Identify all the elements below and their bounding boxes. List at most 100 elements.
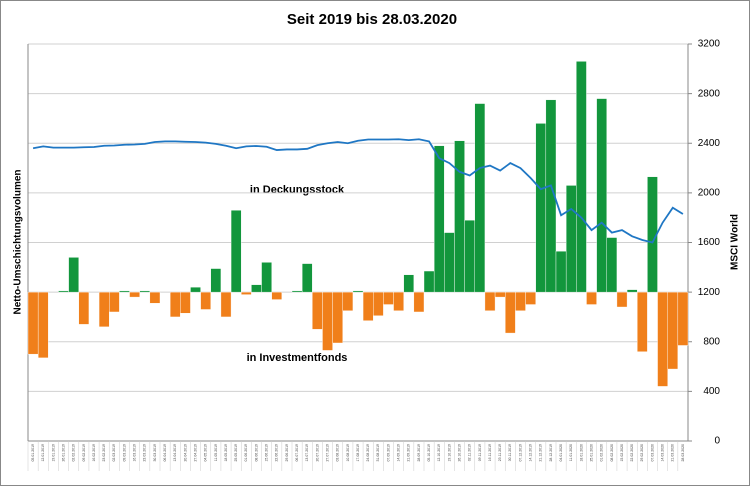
y2-tick-label: 0: [714, 436, 720, 447]
x-tick-label: 23.11.2019: [498, 444, 502, 461]
x-tick-label: 05.10.2019: [427, 444, 431, 462]
x-tick-label: 08.02.2020: [610, 444, 614, 462]
bar: [241, 291, 252, 295]
x-tick-label: 20.07.2019: [315, 444, 319, 462]
x-tick-label: 26.10.2019: [457, 444, 461, 462]
bar: [261, 262, 272, 293]
bar: [37, 291, 49, 359]
bar: [677, 291, 689, 346]
x-tick-label: 21.12.2019: [539, 444, 543, 462]
bar: [505, 291, 516, 334]
bar: [301, 263, 313, 293]
x-tick-label: 05.01.2019: [31, 444, 35, 462]
x-tick-label: 07.12.2019: [518, 444, 522, 462]
x-tick-label: 14.12.2019: [529, 444, 533, 462]
y2-tick-label: 2800: [698, 88, 721, 99]
bar: [78, 291, 90, 325]
x-tick-label: 21.09.2019: [407, 444, 411, 462]
y-axis-label: Netto-Umschichtungsvolumen: [13, 169, 24, 314]
bar: [413, 291, 425, 313]
x-tick-label: 04.01.2020: [559, 444, 563, 462]
bar: [58, 290, 69, 293]
x-tick-label: 07.03.2020: [650, 444, 654, 462]
x-tick-label: 29.02.2020: [640, 444, 644, 462]
bar: [129, 291, 140, 298]
bar: [657, 291, 668, 387]
x-tick-label: 22.02.2020: [630, 444, 634, 462]
x-tick-label: 16.02.2019: [92, 444, 96, 462]
bar: [149, 291, 161, 304]
x-tick-label: 30.03.2019: [153, 444, 157, 462]
x-tick-label: 13.04.2019: [173, 444, 177, 462]
x-tick-label: 09.11.2019: [478, 444, 482, 461]
bar: [565, 185, 577, 293]
x-tick-label: 03.08.2019: [336, 444, 340, 462]
bar: [494, 291, 506, 298]
bar: [210, 268, 222, 293]
bar: [190, 286, 201, 293]
bar: [68, 257, 79, 293]
bar: [373, 291, 384, 316]
bar: [393, 291, 404, 311]
bar: [312, 291, 323, 330]
y2-tick-label: 2000: [698, 188, 721, 199]
x-tick-label: 01.06.2019: [244, 444, 248, 462]
bar: [271, 291, 283, 300]
bar: [433, 145, 445, 293]
x-tick-label: 06.07.2019: [295, 444, 299, 462]
bar: [403, 274, 415, 293]
bar: [109, 291, 120, 313]
y2-tick-label: 800: [703, 336, 720, 347]
y2-axis-label: MSCI World: [730, 214, 741, 270]
x-tick-label: 19.01.2019: [51, 444, 55, 462]
x-tick-label: 13.07.2019: [305, 444, 309, 462]
x-tick-label: 10.08.2019: [346, 444, 350, 462]
x-tick-label: 09.02.2019: [82, 444, 86, 462]
bar: [362, 291, 374, 321]
x-tick-label: 02.03.2019: [112, 444, 116, 462]
bar: [139, 290, 151, 293]
bar: [464, 219, 475, 293]
y2-tick-label: 1200: [698, 287, 721, 298]
bar: [383, 291, 394, 305]
x-tick-label: 02.11.2019: [468, 444, 472, 461]
x-tick-label: 01.02.2020: [600, 444, 604, 462]
x-tick-label: 11.05.2019: [214, 444, 218, 461]
bar: [352, 290, 364, 293]
bar: [200, 291, 211, 310]
bar: [667, 291, 679, 370]
bar: [474, 103, 486, 293]
bar: [596, 98, 607, 293]
bar: [555, 250, 567, 293]
x-tick-label: 15.02.2020: [620, 444, 624, 462]
y2-tick-label: 3200: [698, 39, 721, 50]
x-tick-label: 08.06.2019: [254, 444, 258, 462]
bar: [342, 291, 354, 311]
x-tick-label: 11.01.2020: [569, 444, 573, 461]
x-tick-label: 16.11.2019: [488, 444, 492, 461]
x-tick-label: 28.09.2019: [417, 444, 421, 462]
bar: [535, 123, 547, 293]
bar: [616, 291, 628, 308]
x-tick-label: 29.06.2019: [285, 444, 289, 462]
x-tick-label: 12.10.2019: [437, 444, 441, 462]
x-tick-label: 25.01.2020: [589, 444, 593, 462]
x-tick-label: 23.03.2019: [143, 444, 147, 462]
x-tick-label: 14.03.2020: [661, 444, 665, 462]
x-tick-label: 18.01.2020: [579, 444, 583, 462]
x-tick-label: 02.02.2019: [72, 444, 76, 462]
bar: [220, 291, 232, 318]
x-tick-label: 28.03.2020: [681, 444, 685, 462]
x-tick-label: 15.06.2019: [265, 444, 269, 462]
x-tick-label: 20.04.2019: [183, 444, 187, 462]
x-tick-label: 09.03.2019: [122, 444, 126, 462]
y2-tick-label: 1600: [698, 237, 721, 248]
bar: [454, 140, 465, 293]
bar: [251, 284, 262, 293]
bar: [119, 290, 130, 293]
x-tick-label: 22.06.2019: [275, 444, 279, 462]
bar: [515, 291, 526, 311]
x-tick-label: 27.04.2019: [193, 444, 197, 462]
bar: [606, 237, 618, 293]
x-tick-label: 12.01.2019: [41, 444, 45, 462]
